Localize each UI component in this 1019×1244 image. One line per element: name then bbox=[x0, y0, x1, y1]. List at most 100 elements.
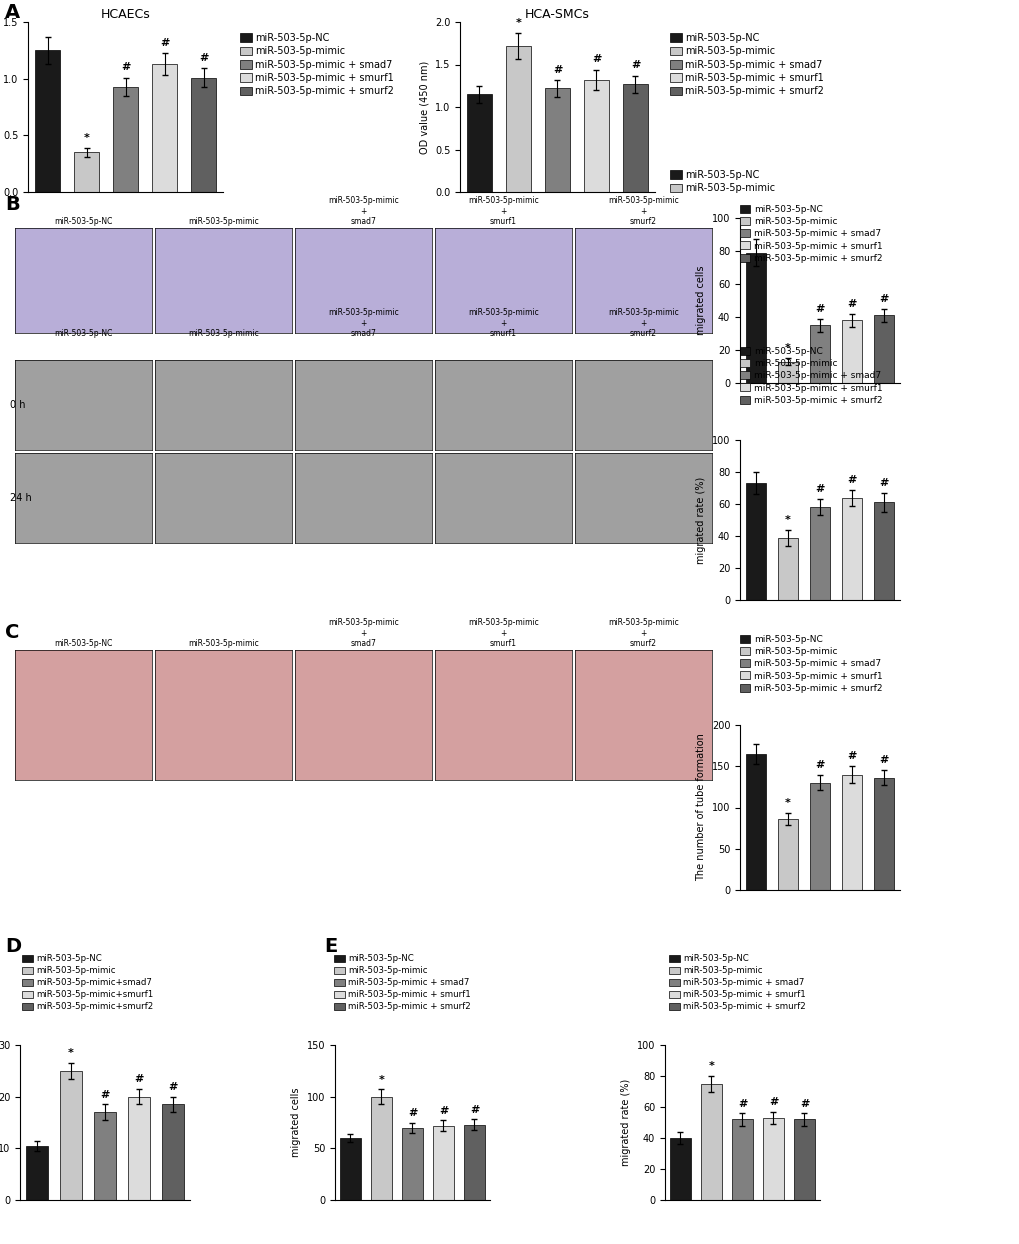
Bar bbox=[25, 1146, 48, 1200]
Legend: miR-503-5p-NC, miR-503-5p-mimic, miR-503-5p-mimic + smad7, miR-503-5p-mimic + sm: miR-503-5p-NC, miR-503-5p-mimic, miR-503… bbox=[739, 347, 881, 404]
Text: miR-503-5p-mimic
+
smad7: miR-503-5p-mimic + smad7 bbox=[328, 197, 398, 226]
Bar bbox=[794, 1120, 814, 1200]
Text: *: * bbox=[84, 133, 90, 143]
Text: #: # bbox=[814, 760, 824, 770]
Bar bbox=[776, 819, 798, 889]
Y-axis label: OD value (450 nm): OD value (450 nm) bbox=[419, 61, 429, 153]
Text: miR-503-5p-mimic: miR-503-5p-mimic bbox=[187, 328, 259, 338]
Bar bbox=[872, 315, 894, 383]
Text: 24 h: 24 h bbox=[10, 493, 32, 503]
Text: *: * bbox=[708, 1061, 713, 1071]
Bar bbox=[809, 782, 829, 889]
Text: #: # bbox=[847, 299, 856, 309]
Y-axis label: migrated cells: migrated cells bbox=[291, 1087, 301, 1157]
Text: B: B bbox=[5, 195, 19, 214]
Bar bbox=[872, 503, 894, 600]
Bar bbox=[403, 1127, 422, 1200]
Bar bbox=[745, 253, 765, 383]
Bar bbox=[762, 1118, 783, 1200]
Bar bbox=[94, 1112, 116, 1200]
Bar bbox=[809, 508, 829, 600]
Legend: miR-503-5p-NC, miR-503-5p-mimic, miR-503-5p-mimic+smad7, miR-503-5p-mimic+smurf1: miR-503-5p-NC, miR-503-5p-mimic, miR-503… bbox=[22, 954, 153, 1011]
Text: miR-503-5p-NC: miR-503-5p-NC bbox=[54, 216, 112, 226]
Legend: miR-503-5p-NC, miR-503-5p-mimic, miR-503-5p-mimic + smad7, miR-503-5p-mimic + sm: miR-503-5p-NC, miR-503-5p-mimic, miR-503… bbox=[239, 32, 394, 97]
Bar bbox=[162, 1105, 183, 1200]
Bar bbox=[340, 1138, 361, 1200]
Bar bbox=[433, 1126, 453, 1200]
Text: #: # bbox=[847, 475, 856, 485]
Y-axis label: migrated cells: migrated cells bbox=[696, 266, 705, 335]
Text: miR-503-5p-mimic
+
smurf1: miR-503-5p-mimic + smurf1 bbox=[468, 618, 538, 648]
Text: #: # bbox=[799, 1098, 808, 1108]
Text: D: D bbox=[5, 937, 21, 955]
Bar bbox=[371, 1097, 391, 1200]
Text: #: # bbox=[768, 1097, 777, 1107]
Text: miR-503-5p-mimic
+
smurf1: miR-503-5p-mimic + smurf1 bbox=[468, 197, 538, 226]
Text: #: # bbox=[199, 53, 208, 63]
Text: miR-503-5p-mimic: miR-503-5p-mimic bbox=[187, 639, 259, 648]
Bar bbox=[127, 1097, 150, 1200]
Bar bbox=[841, 775, 861, 889]
Bar bbox=[464, 1125, 484, 1200]
Bar bbox=[809, 325, 829, 383]
Bar bbox=[745, 754, 765, 889]
Legend: miR-503-5p-NC, miR-503-5p-mimic, miR-503-5p-mimic + smad7, miR-503-5p-mimic + sm: miR-503-5p-NC, miR-503-5p-mimic, miR-503… bbox=[739, 634, 881, 693]
Legend: miR-503-5p-NC, miR-503-5p-mimic, miR-503-5p-mimic + smad7, miR-503-5p-mimic + sm: miR-503-5p-NC, miR-503-5p-mimic, miR-503… bbox=[739, 204, 881, 262]
Text: *: * bbox=[785, 515, 790, 525]
Bar bbox=[745, 483, 765, 600]
Text: miR-503-5p-mimic: miR-503-5p-mimic bbox=[187, 216, 259, 226]
Bar bbox=[505, 46, 531, 192]
Text: 0 h: 0 h bbox=[10, 401, 25, 411]
Legend: miR-503-5p-NC, miR-503-5p-mimic, miR-503-5p-mimic + smad7, miR-503-5p-mimic + sm: miR-503-5p-NC, miR-503-5p-mimic, miR-503… bbox=[669, 32, 823, 97]
Y-axis label: migrated rate (%): migrated rate (%) bbox=[621, 1079, 631, 1166]
Text: miR-503-5p-mimic
+
smurf1: miR-503-5p-mimic + smurf1 bbox=[468, 309, 538, 338]
Text: #: # bbox=[168, 1082, 177, 1092]
Text: #: # bbox=[438, 1106, 447, 1116]
Legend: miR-503-5p-NC, miR-503-5p-mimic, miR-503-5p-mimic + smad7, miR-503-5p-mimic + sm: miR-503-5p-NC, miR-503-5p-mimic, miR-503… bbox=[334, 954, 471, 1011]
Text: #: # bbox=[814, 484, 824, 494]
Y-axis label: migrated rate (%): migrated rate (%) bbox=[696, 476, 705, 564]
Text: #: # bbox=[470, 1105, 479, 1115]
Text: #: # bbox=[408, 1108, 417, 1118]
Text: #: # bbox=[814, 304, 824, 313]
Text: miR-503-5p-mimic
+
smad7: miR-503-5p-mimic + smad7 bbox=[328, 309, 398, 338]
Title: HCA-SMCs: HCA-SMCs bbox=[525, 7, 589, 21]
Text: #: # bbox=[630, 61, 640, 71]
Bar bbox=[623, 85, 647, 192]
Bar bbox=[467, 95, 492, 192]
Text: #: # bbox=[737, 1098, 747, 1108]
Bar bbox=[776, 362, 798, 383]
Text: miR-503-5p-NC: miR-503-5p-NC bbox=[54, 639, 112, 648]
Bar bbox=[113, 87, 138, 192]
Text: miR-503-5p-mimic
+
smad7: miR-503-5p-mimic + smad7 bbox=[328, 618, 398, 648]
Text: miR-503-5p-mimic
+
smurf2: miR-503-5p-mimic + smurf2 bbox=[607, 197, 679, 226]
Text: *: * bbox=[68, 1049, 73, 1059]
Text: #: # bbox=[135, 1075, 144, 1085]
Text: #: # bbox=[100, 1090, 110, 1100]
Text: #: # bbox=[120, 62, 130, 72]
Bar bbox=[841, 498, 861, 600]
Text: miR-503-5p-NC: miR-503-5p-NC bbox=[54, 328, 112, 338]
Text: #: # bbox=[552, 65, 561, 75]
Text: #: # bbox=[591, 55, 600, 65]
Y-axis label: The number of tube formation: The number of tube formation bbox=[696, 734, 705, 882]
Text: *: * bbox=[785, 343, 790, 353]
Text: #: # bbox=[160, 37, 169, 47]
Bar bbox=[544, 88, 570, 192]
Text: *: * bbox=[378, 1075, 384, 1085]
Bar bbox=[701, 1084, 720, 1200]
Legend: miR-503-5p-NC, miR-503-5p-mimic, miR-503-5p-mimic + smad7, miR-503-5p-mimic + sm: miR-503-5p-NC, miR-503-5p-mimic, miR-503… bbox=[668, 954, 805, 1011]
Text: E: E bbox=[324, 937, 337, 955]
Text: *: * bbox=[515, 17, 521, 27]
Bar bbox=[669, 1138, 690, 1200]
Text: #: # bbox=[847, 751, 856, 761]
Bar bbox=[732, 1120, 752, 1200]
Bar bbox=[60, 1071, 82, 1200]
Bar bbox=[841, 320, 861, 383]
Text: C: C bbox=[5, 623, 19, 642]
Text: #: # bbox=[878, 755, 888, 765]
Text: *: * bbox=[785, 799, 790, 809]
Legend: miR-503-5p-NC, miR-503-5p-mimic: miR-503-5p-NC, miR-503-5p-mimic bbox=[669, 170, 774, 193]
Text: #: # bbox=[878, 294, 888, 304]
Bar bbox=[73, 152, 99, 192]
